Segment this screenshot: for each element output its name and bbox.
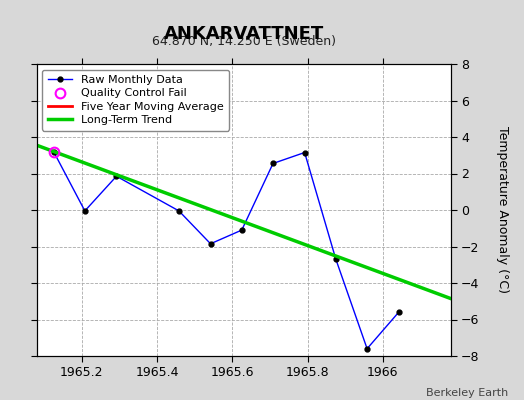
Raw Monthly Data bbox=[238, 228, 245, 232]
Text: Berkeley Earth: Berkeley Earth bbox=[426, 388, 508, 398]
Raw Monthly Data bbox=[176, 208, 182, 213]
Raw Monthly Data bbox=[364, 346, 370, 351]
Title: ANKARVATTNET: ANKARVATTNET bbox=[163, 25, 324, 43]
Raw Monthly Data bbox=[333, 257, 339, 262]
Raw Monthly Data bbox=[396, 310, 402, 314]
Raw Monthly Data bbox=[82, 208, 88, 213]
Raw Monthly Data bbox=[208, 241, 214, 246]
Raw Monthly Data bbox=[270, 161, 276, 166]
Y-axis label: Temperature Anomaly (°C): Temperature Anomaly (°C) bbox=[496, 126, 509, 294]
Raw Monthly Data bbox=[113, 174, 119, 179]
Line: Raw Monthly Data: Raw Monthly Data bbox=[51, 149, 401, 351]
Raw Monthly Data bbox=[50, 149, 57, 154]
Text: 64.870 N, 14.250 E (Sweden): 64.870 N, 14.250 E (Sweden) bbox=[151, 35, 336, 48]
Legend: Raw Monthly Data, Quality Control Fail, Five Year Moving Average, Long-Term Tren: Raw Monthly Data, Quality Control Fail, … bbox=[42, 70, 230, 131]
Raw Monthly Data bbox=[301, 150, 308, 155]
